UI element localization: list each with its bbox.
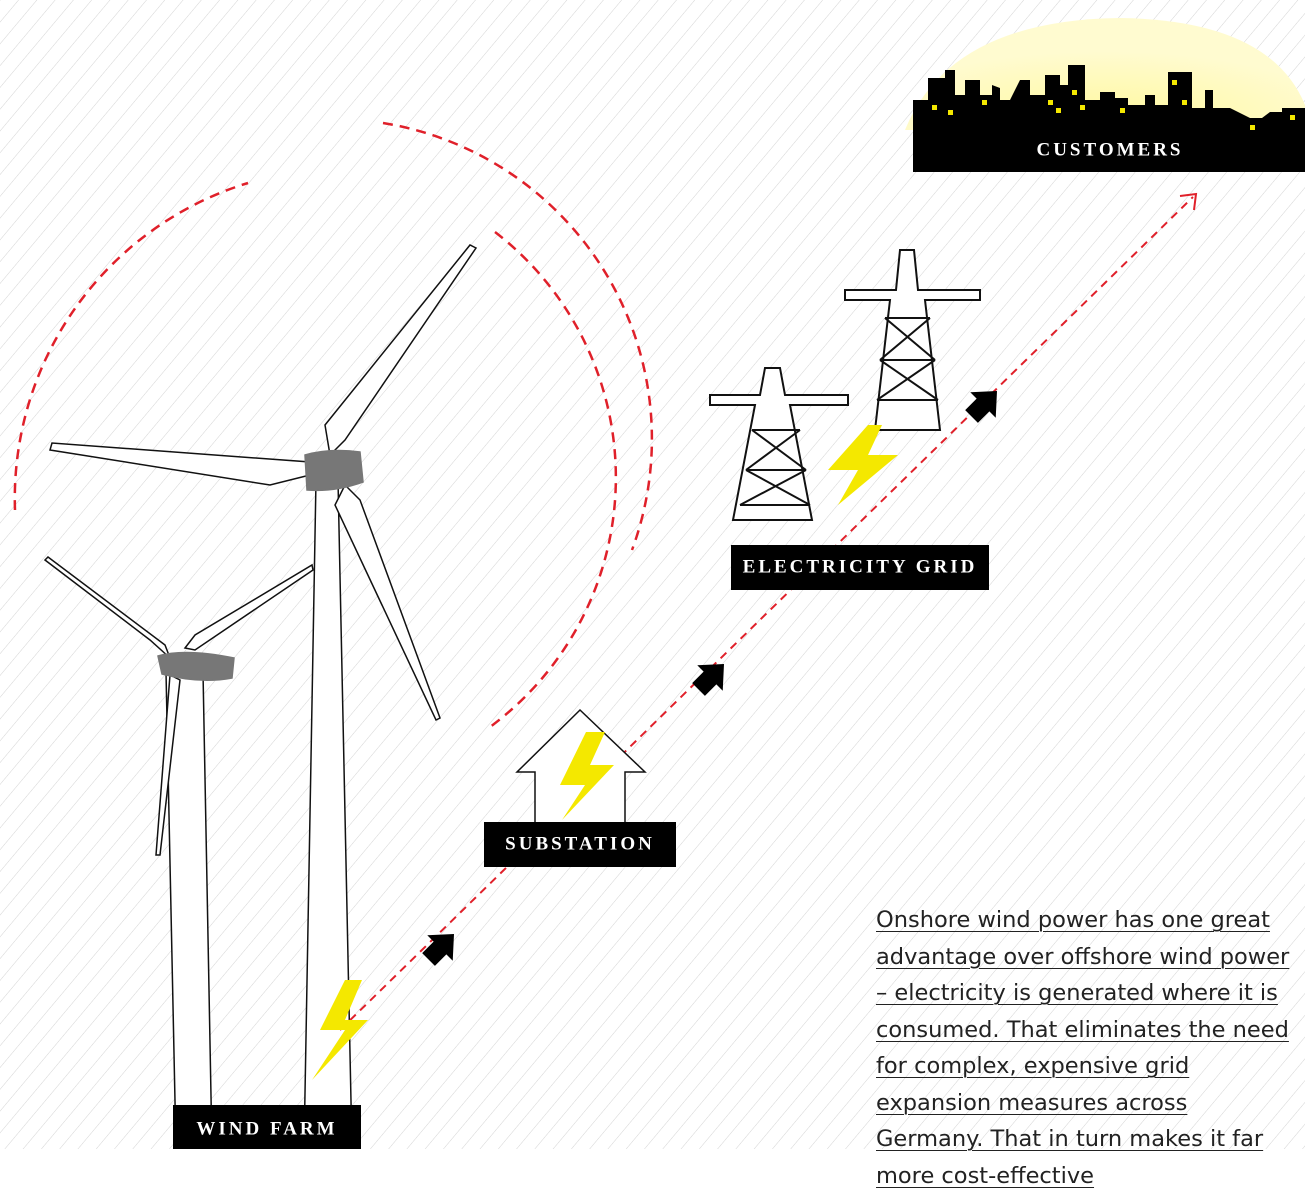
label: CUSTOMERS (1036, 139, 1183, 160)
label: SUBSTATION (505, 833, 655, 854)
page: CUSTOMERS ELECTRICITY GRID SUBSTATION WI… (0, 0, 1305, 1149)
description: Onshore wind power has one great advanta… (876, 902, 1301, 1194)
label-box: SUBSTATION (484, 822, 676, 867)
label-box: CUSTOMERS (913, 130, 1305, 172)
label-box: WIND FARM (173, 1105, 361, 1149)
label: ELECTRICITY GRID (743, 556, 978, 577)
label-box: ELECTRICITY GRID (731, 545, 989, 590)
label: WIND FARM (196, 1118, 337, 1139)
